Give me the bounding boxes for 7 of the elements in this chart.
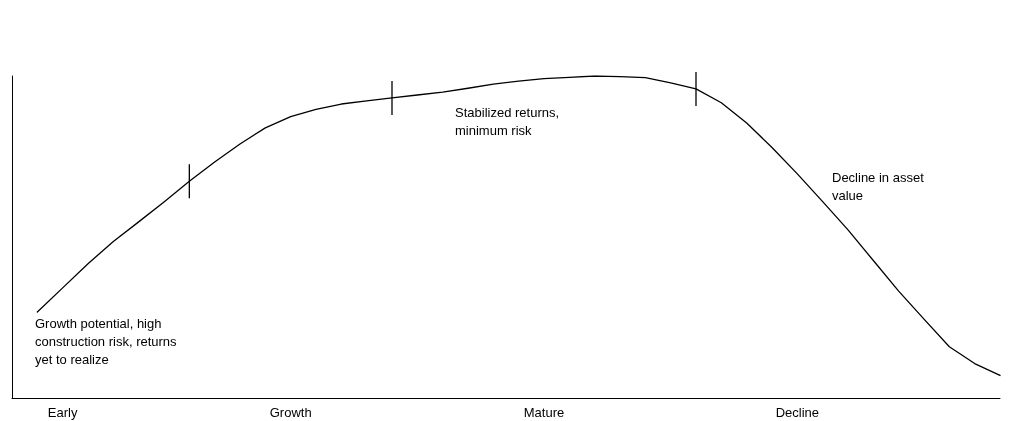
annotation: Decline in asset value xyxy=(832,169,925,203)
x-tick-label: Early xyxy=(47,405,78,420)
annotation: Growth potential, high construction risk, returns yet to realize xyxy=(35,315,178,367)
annotation: Stabilized returns, minimum risk xyxy=(455,104,560,138)
x-tick-label: Decline xyxy=(775,405,820,420)
x-tick-label: Growth xyxy=(269,405,312,420)
x-tick-label: Mature xyxy=(523,405,565,420)
